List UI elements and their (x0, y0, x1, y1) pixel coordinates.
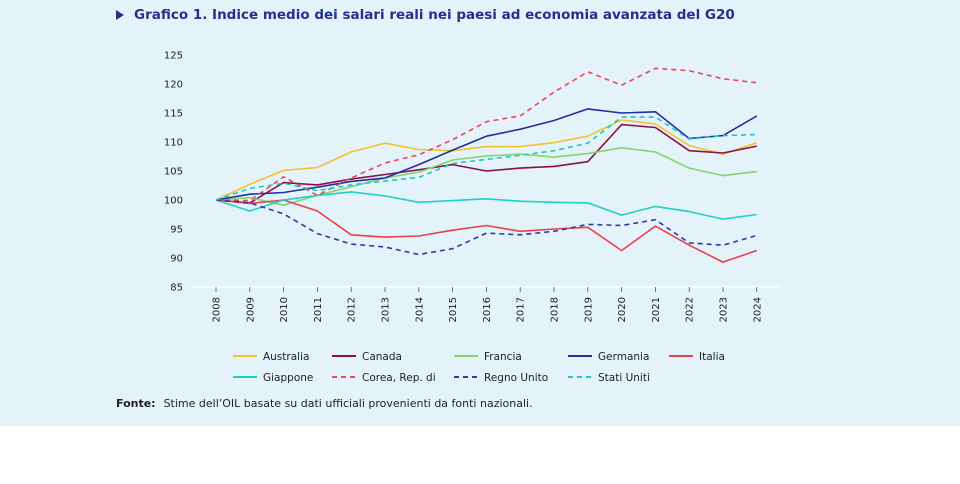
y-tick-label: 100 (164, 196, 183, 207)
y-tick-label: 125 (164, 51, 183, 62)
series-line-italia (215, 199, 758, 263)
source-text: Stime dell’OIL basate su dati ufficiali … (163, 397, 533, 410)
y-tick-label: 105 (164, 167, 183, 178)
legend-label: Corea, Rep. di (362, 372, 436, 384)
y-tick-label: 120 (164, 80, 183, 91)
y-tick-label: 115 (164, 109, 183, 120)
x-tick-label: 2024 (752, 297, 763, 322)
x-tick-label: 2022 (685, 297, 696, 322)
x-tick-label: 2015 (448, 297, 459, 322)
line-chart: 85 90 95 100 105 110 115 120 125 2008 2009 2010 201… (164, 51, 778, 384)
legend-label: Regno Unito (484, 372, 548, 384)
series-line-stati-uniti (215, 116, 757, 201)
series-line-corea-rep-di (215, 67, 757, 202)
legend-label: Canada (362, 351, 402, 363)
x-tick-label: 2013 (381, 297, 392, 322)
source-label: Fonte: (116, 397, 156, 410)
axes (192, 286, 778, 292)
x-tick-labels: 2008 2009 2010 2011 2012 2013 2014 2015 2016 2017… (212, 297, 764, 322)
legend-label: Australia (263, 351, 309, 363)
legend-label: Stati Uniti (598, 372, 650, 384)
chart-title: Grafico 1. Indice medio dei salari reali… (134, 7, 735, 23)
y-tick-label: 95 (170, 225, 183, 236)
legend-label: Germania (598, 351, 649, 363)
series-line-australia (215, 119, 758, 201)
legend-label: Francia (484, 351, 522, 363)
x-tick-label: 2008 (212, 297, 223, 322)
y-tick-label: 110 (164, 138, 183, 149)
x-tick-label: 2012 (347, 297, 358, 322)
x-tick-label: 2018 (550, 297, 561, 322)
x-tick-label: 2014 (414, 297, 425, 322)
series-lines (215, 67, 758, 263)
series-line-francia (215, 147, 757, 206)
x-tick-label: 2021 (651, 297, 662, 322)
x-tick-label: 2020 (617, 297, 628, 322)
x-tick-label: 2019 (583, 297, 594, 322)
y-tick-label: 90 (170, 254, 183, 265)
triangle-bullet-icon (116, 10, 124, 20)
series-line-regno-unito (215, 199, 758, 256)
x-tick-label: 2009 (245, 297, 256, 322)
series-line-giappone (215, 191, 757, 220)
series-line-canada (215, 123, 757, 204)
legend-label: Italia (699, 351, 725, 363)
y-tick-labels: 85 90 95 100 105 110 115 120 125 (164, 51, 183, 294)
x-tick-label: 2023 (719, 297, 730, 322)
source-note: Fonte: Stime dell’OIL basate su dati uffi… (116, 397, 533, 410)
x-tick-label: 2016 (482, 297, 493, 322)
y-tick-label: 85 (170, 283, 183, 294)
x-tick-label: 2010 (279, 297, 290, 322)
x-tick-label: 2017 (516, 297, 527, 322)
chart-panel (0, 0, 960, 426)
title-row: Grafico 1. Indice medio dei salari reali… (116, 7, 735, 23)
x-tick-label: 2011 (313, 297, 324, 322)
legend-label: Giappone (263, 372, 313, 384)
legend: Australia Canada Francia Germania Italia Giap… (233, 351, 725, 384)
